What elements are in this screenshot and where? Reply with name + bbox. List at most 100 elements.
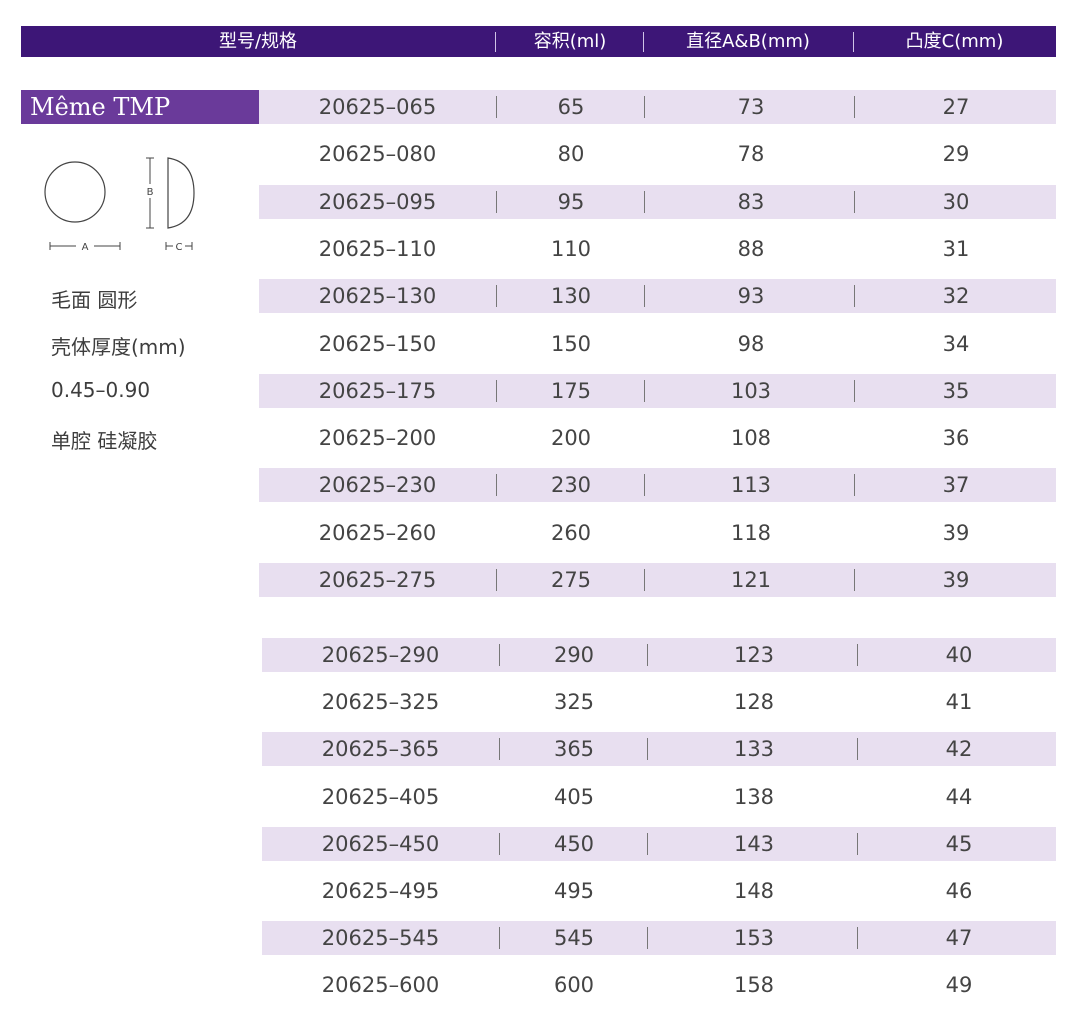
column-divider	[499, 927, 500, 950]
column-divider	[854, 285, 855, 308]
column-divider	[857, 927, 858, 950]
table-row: 20625–110 110 88 31	[259, 232, 1056, 266]
volume-cell: 150	[550, 331, 592, 356]
volume-cell: 405	[553, 784, 595, 809]
header-divider	[643, 32, 644, 52]
table-row: 20625–200 200 108 36	[259, 421, 1056, 455]
volume-cell: 230	[550, 473, 592, 498]
volume-cell: 275	[550, 568, 592, 592]
table-row: 20625–325 325 128 41	[262, 685, 1056, 719]
diameter-cell: 78	[737, 142, 765, 167]
column-divider	[496, 285, 497, 308]
volume-cell: 495	[553, 879, 595, 903]
projection-cell: 37	[942, 473, 970, 498]
table-row: 20625–175 175 103 35	[259, 373, 1056, 408]
table-row: 20625–065 65 73 27	[259, 90, 1056, 124]
diameter-cell: 93	[737, 284, 765, 309]
projection-cell: 29	[942, 142, 970, 167]
table-header: 型号/规格 容积(ml) 直径A&B(mm) 凸度C(mm)	[21, 26, 1056, 57]
model-cell: 20625–150	[318, 331, 437, 356]
column-divider	[857, 644, 858, 666]
header-volume: 容积(ml)	[533, 31, 607, 52]
column-divider	[647, 927, 648, 950]
diameter-cell: 143	[733, 831, 775, 856]
volume-cell: 600	[553, 973, 595, 998]
column-divider	[854, 190, 855, 213]
volume-cell: 450	[553, 831, 595, 856]
dimension-a-label: A	[82, 242, 89, 253]
projection-cell: 32	[942, 284, 970, 309]
column-divider	[496, 474, 497, 497]
header-diameter: 直径A&B(mm)	[686, 31, 810, 52]
projection-cell: 45	[945, 831, 973, 856]
table-row: 20625–260 260 118 39	[259, 516, 1056, 550]
column-divider	[644, 285, 645, 308]
column-divider	[644, 190, 645, 213]
projection-cell: 44	[945, 784, 973, 809]
header-projection: 凸度C(mm)	[905, 31, 1004, 52]
table-row: 20625–600 600 158 49	[262, 968, 1056, 1002]
model-cell: 20625–405	[321, 784, 440, 809]
column-divider	[644, 569, 645, 591]
model-cell: 20625–230	[318, 473, 437, 498]
projection-cell: 31	[942, 236, 970, 261]
model-cell: 20625–365	[321, 737, 440, 762]
projection-cell: 35	[942, 378, 970, 403]
header-divider	[495, 32, 496, 52]
model-cell: 20625–080	[318, 142, 437, 167]
diameter-cell: 108	[730, 426, 772, 451]
column-divider	[647, 738, 648, 761]
shell-thickness-range: 0.45–0.90	[51, 378, 151, 402]
column-divider	[496, 379, 497, 402]
volume-cell: 130	[550, 284, 592, 309]
model-cell: 20625–325	[321, 690, 440, 715]
column-divider	[647, 644, 648, 666]
table-row: 20625–275 275 121 39	[259, 563, 1056, 597]
column-divider	[499, 738, 500, 761]
column-divider	[857, 832, 858, 855]
brand-label: Même TMP	[21, 90, 259, 124]
column-divider	[857, 738, 858, 761]
column-divider	[854, 569, 855, 591]
projection-cell: 41	[945, 690, 973, 715]
projection-cell: 49	[945, 973, 973, 998]
model-cell: 20625–200	[318, 426, 437, 451]
diameter-cell: 128	[733, 690, 775, 715]
volume-cell: 110	[550, 236, 592, 261]
projection-cell: 27	[942, 95, 970, 119]
volume-cell: 545	[553, 926, 595, 951]
table-row: 20625–150 150 98 34	[259, 327, 1056, 361]
diameter-cell: 123	[733, 643, 775, 667]
projection-cell: 42	[945, 737, 973, 762]
column-divider	[644, 96, 645, 118]
model-cell: 20625–065	[318, 95, 437, 119]
model-cell: 20625–545	[321, 926, 440, 951]
projection-cell: 40	[945, 643, 973, 667]
shell-thickness-label: 壳体厚度(mm)	[51, 335, 186, 359]
dimension-c-label: C	[176, 242, 183, 253]
volume-cell: 200	[550, 426, 592, 451]
diameter-cell: 153	[733, 926, 775, 951]
column-divider	[499, 832, 500, 855]
column-divider	[496, 190, 497, 213]
diameter-cell: 73	[737, 95, 765, 119]
model-cell: 20625–175	[318, 378, 437, 403]
projection-cell: 39	[942, 520, 970, 545]
projection-cell: 39	[942, 568, 970, 592]
dimension-b-label: B	[147, 187, 154, 198]
diameter-cell: 138	[733, 784, 775, 809]
projection-cell: 30	[942, 189, 970, 214]
round-shape-icon	[44, 161, 106, 223]
gel-type-note: 单腔 硅凝胶	[51, 429, 158, 453]
column-divider	[854, 96, 855, 118]
column-divider	[854, 379, 855, 402]
diameter-cell: 98	[737, 331, 765, 356]
diameter-cell: 103	[730, 378, 772, 403]
volume-cell: 65	[557, 95, 585, 119]
column-divider	[854, 474, 855, 497]
table-row: 20625–130 130 93 32	[259, 279, 1056, 314]
column-divider	[496, 569, 497, 591]
table-row: 20625–290 290 123 40	[262, 638, 1056, 672]
diameter-cell: 118	[730, 520, 772, 545]
model-cell: 20625–495	[321, 879, 440, 903]
